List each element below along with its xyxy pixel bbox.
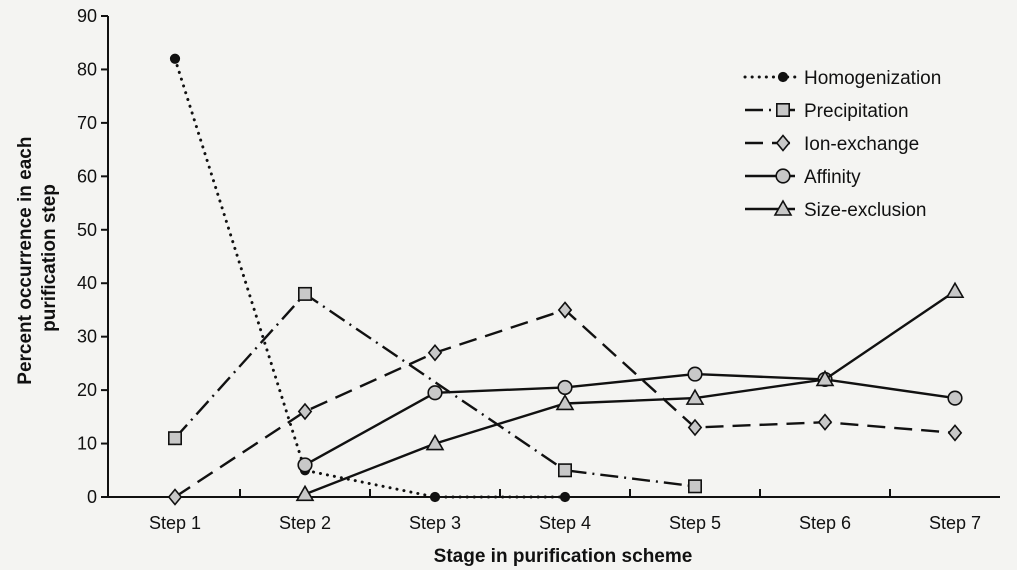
series-precipitation <box>168 286 702 494</box>
data-point-precipitation <box>297 286 312 301</box>
y-tick-label: 40 <box>77 273 97 293</box>
legend-label: Size-exclusion <box>804 200 927 221</box>
legend-label: Ion-exchange <box>804 134 919 155</box>
y-tick-label: 50 <box>77 220 97 240</box>
series-line-size-exclusion <box>304 290 956 496</box>
data-point-precipitation <box>687 479 702 494</box>
legend-label: Precipitation <box>804 101 909 122</box>
data-point-homogenization <box>429 491 441 503</box>
data-point-ion-exchange <box>167 488 183 506</box>
y-tick-label: 30 <box>77 327 97 347</box>
series-layer <box>167 53 965 506</box>
y-tick-label: 80 <box>77 59 97 79</box>
data-point-ion-exchange <box>297 402 313 421</box>
legend-label: Homogenization <box>804 68 941 89</box>
x-tick-label: Step 5 <box>669 513 721 533</box>
series-ion-exchange <box>167 301 963 506</box>
data-point-size-exclusion <box>425 433 445 451</box>
y-tick-label: 90 <box>77 6 97 26</box>
y-axis-title-line-2: purification step <box>39 184 60 332</box>
data-point-affinity <box>297 457 313 473</box>
data-point-precipitation <box>168 431 183 446</box>
x-axis-title: Stage in purification scheme <box>434 546 693 567</box>
data-point-size-exclusion <box>815 369 835 387</box>
data-point-ion-exchange <box>557 301 573 319</box>
y-axis-title-line-1: Percent occurrence in each <box>15 137 36 385</box>
legend-label: Affinity <box>804 167 861 188</box>
legend-item-affinity: Affinity <box>745 167 861 188</box>
y-tick-label: 20 <box>77 380 97 400</box>
legend-marker <box>775 134 791 152</box>
legend-marker <box>777 71 789 83</box>
data-point-homogenization <box>169 53 181 64</box>
y-tick-label: 0 <box>87 487 97 507</box>
x-tick-label: Step 2 <box>279 513 331 533</box>
legend-item-precipitation: Precipitation <box>745 101 909 122</box>
legend-marker <box>773 199 793 216</box>
legend-marker <box>775 168 791 184</box>
y-tick-label: 10 <box>77 434 97 454</box>
data-point-ion-exchange <box>817 413 833 431</box>
x-tick-label: Step 4 <box>539 513 591 533</box>
series-homogenization <box>169 53 571 503</box>
data-point-precipitation <box>557 463 572 478</box>
y-tick-label: 70 <box>77 113 97 133</box>
series-line-affinity <box>304 372 956 466</box>
y-axis-title: Percent occurrence in each purification … <box>15 131 60 384</box>
y-tick-label: 60 <box>77 166 97 186</box>
series-size-exclusion <box>295 281 965 502</box>
series-line-precipitation <box>174 292 696 488</box>
series-line-homogenization <box>173 57 567 499</box>
x-tick-label: Step 1 <box>149 513 201 533</box>
data-point-size-exclusion <box>555 393 575 411</box>
legend-item-size-exclusion: Size-exclusion <box>745 199 927 221</box>
data-point-affinity <box>687 366 703 382</box>
data-point-ion-exchange <box>947 424 963 442</box>
x-tick-label: Step 3 <box>409 513 461 533</box>
data-point-size-exclusion <box>295 484 315 502</box>
data-point-affinity <box>557 379 573 396</box>
data-point-size-exclusion <box>945 281 965 299</box>
legend-item-ion-exchange: Ion-exchange <box>745 134 919 155</box>
axes: 0 10 20 30 40 50 60 70 80 90 Step 1 Step 2 Step 3 Ste… <box>77 6 1000 533</box>
legend: Homogenization Precipitation Ion-exchange A… <box>743 68 941 221</box>
data-point-affinity <box>947 390 963 406</box>
legend-marker <box>775 103 790 118</box>
data-point-ion-exchange <box>687 418 703 437</box>
data-point-affinity <box>427 385 443 401</box>
x-tick-label: Step 6 <box>799 513 851 533</box>
x-tick-label: Step 7 <box>929 513 981 533</box>
data-point-homogenization <box>559 491 571 503</box>
data-point-size-exclusion <box>685 388 705 405</box>
series-affinity <box>297 366 963 473</box>
legend-item-homogenization: Homogenization <box>743 68 941 89</box>
data-point-ion-exchange <box>427 343 443 362</box>
